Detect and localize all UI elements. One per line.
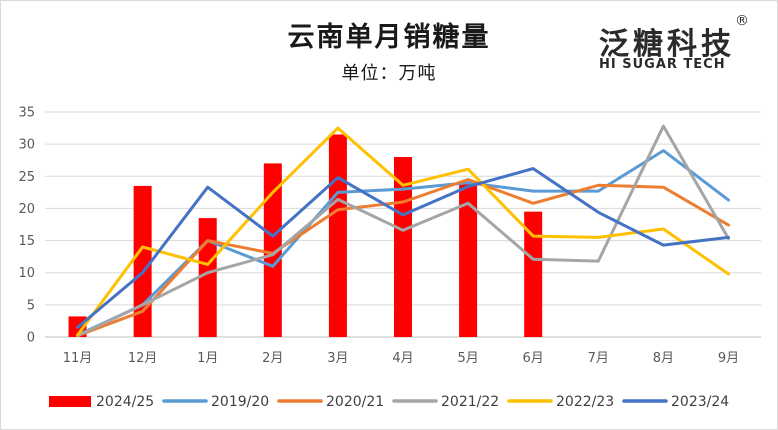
logo-english-text: HI SUGAR TECH [599, 57, 726, 72]
bar [328, 134, 347, 337]
x-tick-label: 8月 [653, 351, 674, 366]
x-tick-label: 6月 [523, 351, 544, 366]
chart-title: 云南单月销糖量 [287, 22, 491, 53]
logo-chinese-text: 泛糖科技 [599, 27, 735, 62]
line-series-layer [76, 124, 730, 338]
legend-label: 2023/24 [671, 394, 729, 410]
y-tick-label: 30 [18, 138, 35, 153]
x-tick-label: 5月 [457, 351, 478, 366]
y-tick-label: 0 [27, 331, 35, 346]
legend-swatch [49, 396, 91, 407]
y-tick-label: 35 [18, 106, 35, 121]
x-tick-label: 1月 [197, 351, 218, 366]
y-tick-label: 15 [18, 234, 35, 249]
y-tick-label: 5 [27, 298, 35, 313]
bar [524, 211, 543, 337]
y-tick-label: 10 [18, 266, 35, 281]
x-axis-ticks: 11月 12月 1月 2月 3月 4月 5月 6月 7月 8月 9月 [63, 351, 739, 366]
x-tick-label: 4月 [392, 351, 413, 366]
x-tick-label: 11月 [63, 351, 93, 366]
bar [198, 218, 217, 337]
bar [459, 182, 478, 337]
x-tick-label: 2月 [262, 351, 283, 366]
legend-label: 2020/21 [326, 394, 384, 410]
legend: 2024/25 2019/20 2020/21 2021/22 2022/23 2023/… [49, 394, 729, 410]
legend-label: 2022/23 [556, 394, 614, 410]
brand-logo: 泛糖科技 ® HI SUGAR TECH [593, 13, 763, 75]
bar [263, 163, 282, 337]
y-tick-label: 20 [18, 202, 35, 217]
legend-label: 2024/25 [96, 394, 154, 410]
legend-label: 2019/20 [211, 394, 269, 410]
bar-series-layer [68, 134, 543, 337]
series-line [76, 178, 730, 338]
legend-label: 2021/22 [441, 394, 499, 410]
series-line [76, 167, 730, 329]
x-tick-label: 12月 [128, 351, 158, 366]
y-axis-ticks: 0 5 10 15 20 25 30 35 [18, 106, 35, 346]
x-tick-label: 9月 [718, 351, 739, 366]
y-tick-label: 25 [18, 170, 35, 185]
x-tick-label: 7月 [588, 351, 609, 366]
chart-subtitle: 单位：万吨 [341, 63, 437, 84]
series-line [76, 126, 730, 337]
x-tick-label: 3月 [327, 351, 348, 366]
registered-mark: ® [735, 13, 749, 29]
series-line [76, 124, 730, 338]
